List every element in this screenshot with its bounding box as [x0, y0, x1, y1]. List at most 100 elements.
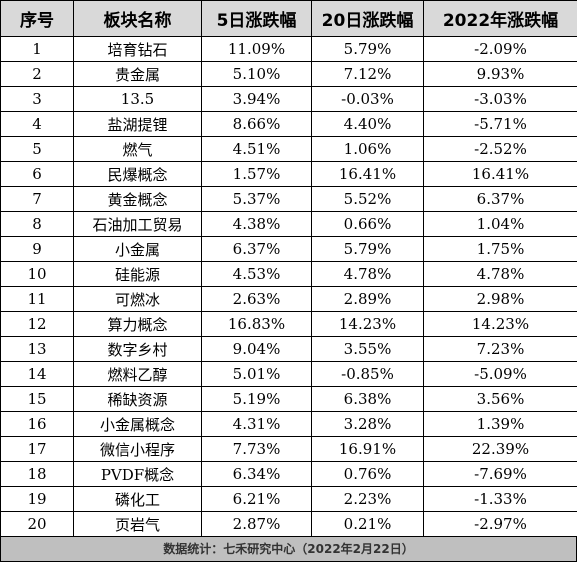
header-index: 序号 — [0, 0, 74, 37]
cell-20day-change: 5.52% — [311, 186, 424, 212]
cell-5day-change: 4.53% — [201, 261, 312, 287]
cell-5day-change: 16.83% — [201, 311, 312, 337]
cell-index: 15 — [0, 386, 74, 412]
cell-20day-change: 14.23% — [311, 311, 424, 337]
cell-5day-change: 4.31% — [201, 411, 312, 437]
cell-20day-change: 4.78% — [311, 261, 424, 287]
cell-sector-name: 燃气 — [73, 136, 202, 162]
cell-sector-name: 可燃冰 — [73, 286, 202, 312]
cell-sector-name: 贵金属 — [73, 61, 202, 87]
cell-20day-change: 16.91% — [311, 436, 424, 462]
cell-index: 7 — [0, 186, 74, 212]
cell-sector-name: 页岩气 — [73, 511, 202, 537]
cell-ytd-change: 7.23% — [423, 336, 577, 362]
cell-ytd-change: 3.56% — [423, 386, 577, 412]
table-row: 4 盐湖提锂 8.66% 4.40% -5.71% — [0, 111, 577, 137]
cell-sector-name: 微信小程序 — [73, 436, 202, 462]
table-row: 19 磷化工 6.21% 2.23% -1.33% — [0, 486, 577, 512]
cell-index: 3 — [0, 86, 74, 112]
cell-5day-change: 4.51% — [201, 136, 312, 162]
table-row: 8 石油加工贸易 4.38% 0.66% 1.04% — [0, 211, 577, 237]
cell-20day-change: -0.03% — [311, 86, 424, 112]
cell-sector-name: 硅能源 — [73, 261, 202, 287]
table-row: 5 燃气 4.51% 1.06% -2.52% — [0, 136, 577, 162]
table-row: 12 算力概念 16.83% 14.23% 14.23% — [0, 311, 577, 337]
cell-ytd-change: 14.23% — [423, 311, 577, 337]
cell-ytd-change: 1.75% — [423, 236, 577, 262]
header-ytd-change: 2022年涨跌幅 — [423, 0, 577, 37]
table-row: 9 小金属 6.37% 5.79% 1.75% — [0, 236, 577, 262]
cell-20day-change: 4.40% — [311, 111, 424, 137]
cell-sector-name: PVDF概念 — [73, 461, 202, 487]
cell-ytd-change: -5.09% — [423, 361, 577, 387]
cell-ytd-change: 1.39% — [423, 411, 577, 437]
cell-ytd-change: -2.97% — [423, 511, 577, 537]
cell-20day-change: 5.79% — [311, 36, 424, 62]
cell-index: 6 — [0, 161, 74, 187]
cell-5day-change: 6.37% — [201, 236, 312, 262]
cell-index: 18 — [0, 461, 74, 487]
table-row: 3 13.5 3.94% -0.03% -3.03% — [0, 86, 577, 112]
cell-20day-change: 6.38% — [311, 386, 424, 412]
cell-ytd-change: 1.04% — [423, 211, 577, 237]
cell-index: 8 — [0, 211, 74, 237]
cell-sector-name: 盐湖提锂 — [73, 111, 202, 137]
header-sector-name: 板块名称 — [73, 0, 202, 37]
cell-index: 9 — [0, 236, 74, 262]
cell-5day-change: 8.66% — [201, 111, 312, 137]
cell-5day-change: 1.57% — [201, 161, 312, 187]
table-body: 1 培育钻石 11.09% 5.79% -2.09% 2 贵金属 5.10% 7.12% 9.93… — [0, 36, 577, 537]
table-row: 7 黄金概念 5.37% 5.52% 6.37% — [0, 186, 577, 212]
header-5day-change: 5日涨跌幅 — [201, 0, 312, 37]
cell-index: 1 — [0, 36, 74, 62]
cell-5day-change: 2.87% — [201, 511, 312, 537]
cell-20day-change: 3.28% — [311, 411, 424, 437]
cell-index: 13 — [0, 336, 74, 362]
data-source-footer: 数据统计：七禾研究中心（2022年2月22日） — [0, 537, 577, 562]
cell-index: 5 — [0, 136, 74, 162]
cell-ytd-change: 9.93% — [423, 61, 577, 87]
cell-sector-name: 黄金概念 — [73, 186, 202, 212]
cell-5day-change: 7.73% — [201, 436, 312, 462]
cell-20day-change: 5.79% — [311, 236, 424, 262]
cell-5day-change: 5.37% — [201, 186, 312, 212]
table-row: 2 贵金属 5.10% 7.12% 9.93% — [0, 61, 577, 87]
cell-sector-name: 燃料乙醇 — [73, 361, 202, 387]
cell-index: 4 — [0, 111, 74, 137]
table-row: 17 微信小程序 7.73% 16.91% 22.39% — [0, 436, 577, 462]
cell-5day-change: 5.19% — [201, 386, 312, 412]
cell-index: 10 — [0, 261, 74, 287]
cell-5day-change: 3.94% — [201, 86, 312, 112]
cell-20day-change: 16.41% — [311, 161, 424, 187]
table-row: 10 硅能源 4.53% 4.78% 4.78% — [0, 261, 577, 287]
cell-20day-change: -0.85% — [311, 361, 424, 387]
cell-5day-change: 5.10% — [201, 61, 312, 87]
cell-5day-change: 6.34% — [201, 461, 312, 487]
table-row: 6 民爆概念 1.57% 16.41% 16.41% — [0, 161, 577, 187]
cell-sector-name: 民爆概念 — [73, 161, 202, 187]
cell-20day-change: 7.12% — [311, 61, 424, 87]
cell-sector-name: 磷化工 — [73, 486, 202, 512]
table-row: 15 稀缺资源 5.19% 6.38% 3.56% — [0, 386, 577, 412]
table-row: 20 页岩气 2.87% 0.21% -2.97% — [0, 511, 577, 537]
cell-5day-change: 4.38% — [201, 211, 312, 237]
cell-index: 2 — [0, 61, 74, 87]
cell-20day-change: 0.76% — [311, 461, 424, 487]
cell-5day-change: 5.01% — [201, 361, 312, 387]
cell-sector-name: 石油加工贸易 — [73, 211, 202, 237]
cell-ytd-change: 6.37% — [423, 186, 577, 212]
cell-20day-change: 3.55% — [311, 336, 424, 362]
cell-sector-name: 稀缺资源 — [73, 386, 202, 412]
cell-index: 17 — [0, 436, 74, 462]
cell-ytd-change: -1.33% — [423, 486, 577, 512]
cell-5day-change: 11.09% — [201, 36, 312, 62]
cell-index: 11 — [0, 286, 74, 312]
cell-sector-name: 小金属 — [73, 236, 202, 262]
table-row: 14 燃料乙醇 5.01% -0.85% -5.09% — [0, 361, 577, 387]
cell-sector-name: 小金属概念 — [73, 411, 202, 437]
cell-ytd-change: -2.09% — [423, 36, 577, 62]
table-row: 1 培育钻石 11.09% 5.79% -2.09% — [0, 36, 577, 62]
cell-20day-change: 2.89% — [311, 286, 424, 312]
cell-ytd-change: -3.03% — [423, 86, 577, 112]
